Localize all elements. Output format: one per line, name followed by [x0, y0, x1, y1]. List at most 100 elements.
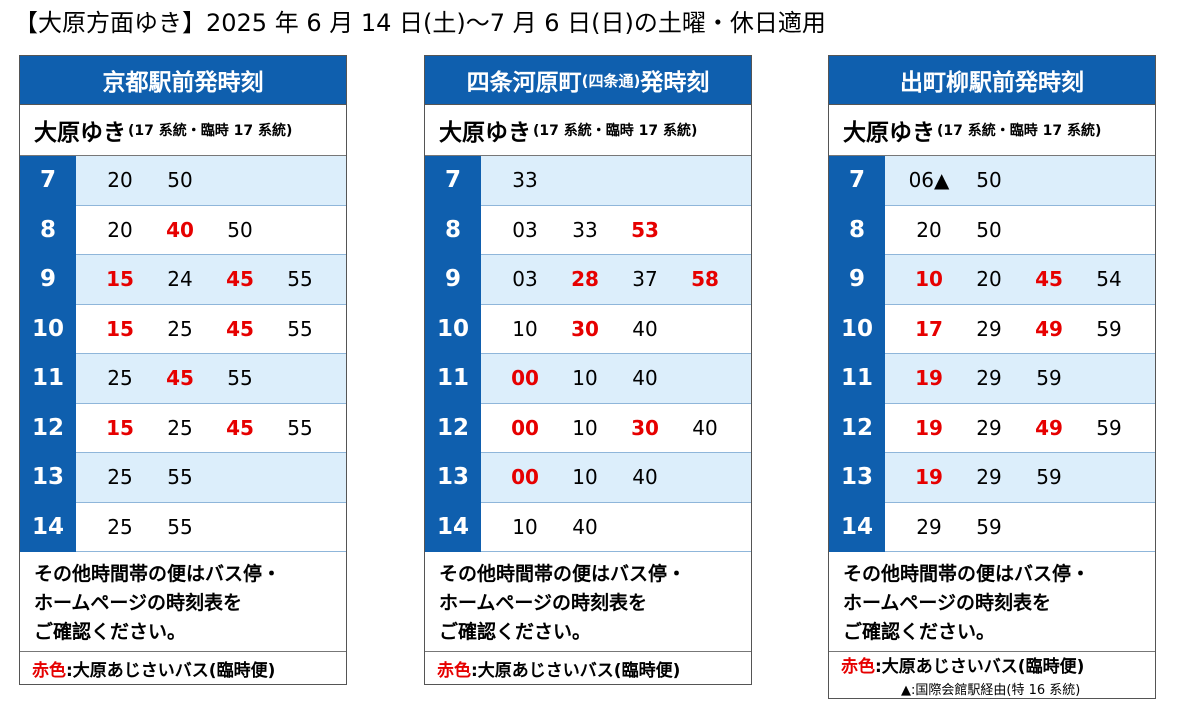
minutes-cell: 17 29 49 59 [885, 305, 1155, 354]
departure-minute: 29 [916, 514, 942, 539]
timetable-panel: 京都駅前発時刻 大原ゆき (17 系統・臨時 17 系統) 7 20 50 8 20 40 50 9… [19, 55, 347, 685]
other-times-note: その他時間帯の便はバス停・ ホームページの時刻表を ご確認ください。 [829, 551, 1155, 652]
minutes-cell: 03 33 53 [481, 206, 751, 255]
departure-minute: 19 [915, 415, 943, 440]
departure-minute: 45 [226, 415, 254, 440]
departure-minute: 03 [512, 267, 538, 292]
hour-cell: 7 [20, 156, 76, 206]
legend-text: :大原あじさいバス(臨時便) [875, 657, 1085, 677]
departure-minute: 40 [166, 217, 194, 242]
departure-minute: 45 [226, 267, 254, 292]
departure-minute: 10 [915, 267, 943, 292]
departure-minute: 20 [916, 217, 942, 242]
hour-row: 11 00 10 40 [425, 354, 751, 404]
departure-minute: 45 [166, 366, 194, 391]
minutes-cell: 29 59 [885, 503, 1155, 552]
hour-row: 12 15 25 45 55 [20, 403, 346, 453]
hour-row: 9 15 24 45 55 [20, 255, 346, 305]
departure-minute: 30 [571, 316, 599, 341]
minutes-cell: 06▲ 50 [885, 156, 1155, 205]
departure-minute: 29 [976, 366, 1002, 391]
departure-minute: 40 [632, 366, 658, 391]
route-numbers: (17 系統・臨時 17 系統) [533, 123, 698, 139]
departure-minute: 25 [107, 366, 133, 391]
route-numbers: (17 系統・臨時 17 系統) [937, 123, 1102, 139]
hour-cell: 10 [20, 304, 76, 354]
departure-minute: 25 [167, 415, 193, 440]
legend-sub-note: ▲:国際会館駅経由(特 16 系統) [901, 683, 1081, 698]
hour-row: 13 25 55 [20, 453, 346, 503]
departure-minute: 24 [167, 267, 193, 292]
hour-row: 7 20 50 [20, 156, 346, 206]
minutes-cell: 25 55 [76, 453, 346, 502]
departure-minute: 17 [915, 316, 943, 341]
hour-row: 8 20 50 [829, 205, 1155, 255]
hour-row: 8 03 33 53 [425, 205, 751, 255]
note-line: ホームページの時刻表を [34, 592, 243, 614]
hour-row: 11 19 29 59 [829, 354, 1155, 404]
departure-minute: 25 [107, 514, 133, 539]
departure-minute: 20 [976, 267, 1002, 292]
departure-minute: 10 [572, 366, 598, 391]
hour-cell: 10 [425, 304, 481, 354]
timetable-panel: 出町柳駅前発時刻 大原ゆき (17 系統・臨時 17 系統) 7 06▲ 50 8 20 50 9… [828, 55, 1156, 699]
departure-minute: 45 [226, 316, 254, 341]
departure-minute: 59 [1096, 415, 1122, 440]
legend-line: 赤色:大原あじさいバス(臨時便) [32, 656, 275, 681]
hour-row: 14 29 59 [829, 502, 1155, 552]
minutes-cell: 25 55 [76, 503, 346, 552]
minutes-cell: 00 10 30 40 [481, 404, 751, 453]
note-line: ホームページの時刻表を [439, 592, 648, 614]
legend-line: 赤色:大原あじさいバス(臨時便) [841, 652, 1084, 677]
minutes-cell: 15 25 45 55 [76, 404, 346, 453]
minutes-cell: 03 28 37 58 [481, 255, 751, 304]
minutes-cell: 00 10 40 [481, 453, 751, 502]
departure-minute: 55 [227, 366, 253, 391]
legend-text: :大原あじさいバス(臨時便) [66, 660, 276, 681]
departure-minute: 20 [107, 168, 133, 193]
minutes-cell: 33 [481, 156, 751, 205]
departure-minute: 50 [227, 217, 253, 242]
departure-minute: 55 [287, 267, 313, 292]
panel-title: 四条河原町 (四条通) 発時刻 [425, 56, 751, 105]
departure-minute: 03 [512, 217, 538, 242]
departure-minute: 10 [572, 465, 598, 490]
hour-cell: 10 [829, 304, 885, 354]
hour-cell: 7 [829, 156, 885, 206]
hour-row: 12 19 29 49 59 [829, 403, 1155, 453]
departure-minute: 59 [1096, 316, 1122, 341]
departure-minute: 10 [512, 316, 538, 341]
hour-row: 14 25 55 [20, 502, 346, 552]
hour-row: 7 06▲ 50 [829, 156, 1155, 206]
hour-cell: 9 [425, 255, 481, 305]
departure-minute: 25 [167, 316, 193, 341]
minutes-cell: 10 20 45 54 [885, 255, 1155, 304]
hour-cell: 11 [829, 354, 885, 404]
note-line: その他時間帯の便はバス停・ [34, 563, 282, 585]
page-title: 【大原方面ゆき】2025 年 6 月 14 日(土)〜7 月 6 日(日)の土曜… [14, 9, 826, 37]
minutes-cell: 10 30 40 [481, 305, 751, 354]
departure-minute: 40 [632, 465, 658, 490]
minutes-cell: 00 10 40 [481, 354, 751, 403]
note-line: その他時間帯の便はバス停・ [439, 563, 687, 585]
hour-row: 12 00 10 30 40 [425, 403, 751, 453]
departure-minute: 37 [632, 267, 658, 292]
departure-minute: 15 [106, 316, 134, 341]
hour-cell: 12 [829, 403, 885, 453]
legend: 赤色:大原あじさいバス(臨時便) [425, 652, 751, 684]
destination-row: 大原ゆき (17 系統・臨時 17 系統) [829, 105, 1155, 156]
departure-minute: 15 [106, 415, 134, 440]
hour-cell: 13 [829, 453, 885, 503]
minutes-cell: 19 29 59 [885, 354, 1155, 403]
departure-minute: 40 [572, 514, 598, 539]
destination-row: 大原ゆき (17 系統・臨時 17 系統) [20, 105, 346, 156]
departure-minute: 28 [571, 267, 599, 292]
departure-minute: 55 [287, 415, 313, 440]
departure-minute: 55 [167, 514, 193, 539]
other-times-note: その他時間帯の便はバス停・ ホームページの時刻表を ご確認ください。 [20, 551, 346, 652]
departure-minute: 20 [107, 217, 133, 242]
hour-cell: 9 [20, 255, 76, 305]
minutes-cell: 20 50 [885, 206, 1155, 255]
minutes-cell: 10 40 [481, 503, 751, 552]
hour-cell: 14 [20, 502, 76, 552]
